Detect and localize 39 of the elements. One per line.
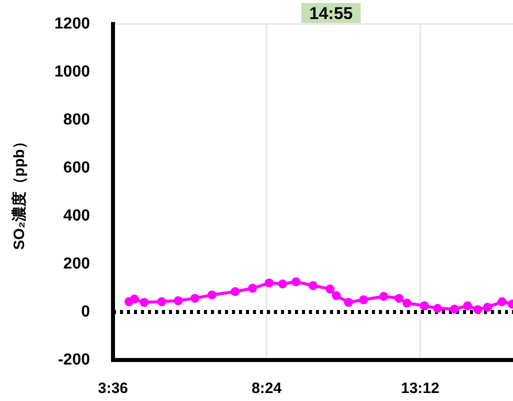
x-tick-label: 13:12: [401, 380, 440, 397]
point: [379, 292, 388, 301]
y-tick-label: 800: [63, 112, 90, 128]
point: [140, 298, 149, 307]
point: [130, 294, 139, 304]
point: [359, 295, 368, 304]
point: [463, 301, 472, 310]
y-tick-label: 600: [63, 160, 90, 176]
point: [157, 297, 166, 306]
point: [230, 287, 240, 296]
point: [308, 281, 318, 290]
point: [344, 298, 354, 307]
point: [190, 294, 200, 303]
point: [264, 278, 274, 288]
point: [450, 304, 459, 314]
point: [394, 294, 404, 303]
point: [207, 290, 216, 300]
y-tick-label: 0: [81, 304, 90, 320]
x-tick-label: 3:36: [98, 380, 128, 397]
point: [432, 304, 442, 313]
point: [292, 277, 301, 286]
point: [325, 284, 334, 294]
chart-title: 14:55: [309, 4, 353, 23]
point: [420, 301, 429, 310]
point: [174, 296, 183, 306]
y-tick-label: 1000: [54, 64, 90, 80]
y-tick-label: 200: [63, 256, 90, 272]
point: [278, 279, 288, 288]
y-tick-label: 1200: [54, 16, 90, 32]
y-tick-label: 400: [63, 208, 90, 224]
point: [332, 291, 341, 300]
point: [498, 297, 507, 306]
x-tick-label: 8:24: [252, 380, 282, 397]
y-axis-title: SO₂濃度（ppb）: [10, 134, 28, 250]
point: [248, 284, 258, 293]
point: [483, 302, 492, 312]
point: [473, 305, 482, 314]
point: [402, 298, 412, 308]
y-tick-label: -200: [58, 352, 90, 368]
